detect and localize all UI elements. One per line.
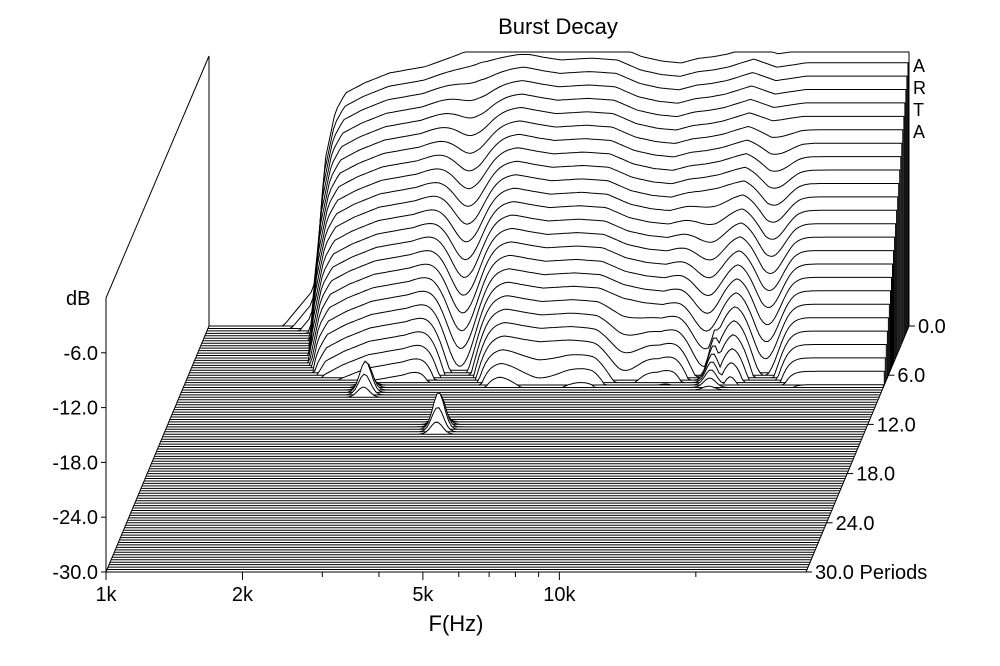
- chart-title: Burst Decay: [498, 14, 618, 39]
- decay-slice: [180, 373, 881, 396]
- period-tick-label: 24.0: [836, 513, 875, 535]
- decay-slices: [106, 51, 910, 573]
- period-tick-label: 0.0: [918, 316, 946, 338]
- x-axis-ticks: 1k 2k 5k 10k: [95, 572, 697, 606]
- y-tick-label: -12.0: [52, 398, 98, 420]
- period-tick-label: 6.0: [897, 365, 925, 387]
- period-tick-label: 18.0: [856, 464, 895, 486]
- y-tick-label: -30.0: [52, 562, 98, 584]
- period-axis-ticks: 0.0 6.0 12.0 18.0 24.0 30.0 Periods: [806, 316, 946, 584]
- decay-slice: [181, 360, 882, 393]
- x-tick-label: 2k: [232, 584, 254, 606]
- x-tick-label: 1k: [95, 584, 117, 606]
- decay-slice: [166, 394, 867, 428]
- y-tick-label: -18.0: [52, 452, 98, 474]
- decay-slice: [164, 407, 865, 433]
- decay-slice: [167, 403, 868, 425]
- x-tick-label: 10k: [543, 584, 576, 606]
- y-tick-label: -24.0: [52, 507, 98, 529]
- period-tick-label: 12.0: [877, 414, 916, 436]
- decay-slice: [179, 386, 880, 398]
- decay-slice: [163, 421, 864, 435]
- watermark-letter: A: [913, 122, 925, 142]
- watermark-letter: A: [913, 56, 925, 76]
- watermark-letter: R: [913, 78, 926, 98]
- period-tick-label: 30.0 Periods: [815, 562, 927, 584]
- y-axis-label: dB: [66, 288, 90, 310]
- watermark-letter: T: [913, 100, 924, 120]
- decay-slice: [168, 413, 869, 423]
- x-axis-label: F(Hz): [429, 611, 484, 636]
- x-tick-label: 5k: [412, 584, 434, 606]
- y-axis-ticks: -6.0 -12.0 -18.0 -24.0 -30.0: [52, 343, 106, 584]
- decay-slice: [165, 392, 866, 430]
- y-tick-label: -6.0: [64, 343, 98, 365]
